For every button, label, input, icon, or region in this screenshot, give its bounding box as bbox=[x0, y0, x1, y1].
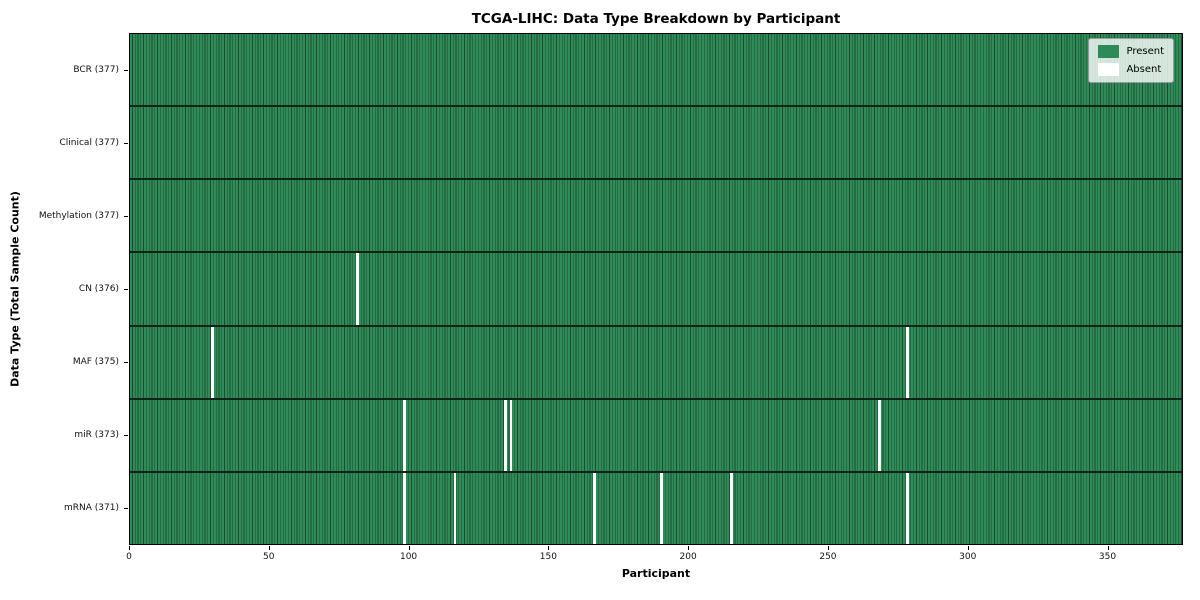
y-tick-label-MAF: MAF (375) bbox=[72, 357, 119, 368]
y-tick-label-Clinical: Clinical (377) bbox=[59, 137, 119, 148]
x-tick-mark bbox=[129, 546, 130, 550]
absent-gap bbox=[403, 472, 407, 544]
heatmap-row-BCR bbox=[130, 34, 1182, 106]
heatmap-row-miR bbox=[130, 397, 1182, 471]
absent-gap bbox=[905, 472, 909, 544]
absent-gap bbox=[660, 472, 663, 544]
absent-gap bbox=[729, 472, 733, 544]
x-tick-mark bbox=[688, 546, 690, 550]
absent-swatch bbox=[1098, 63, 1120, 76]
absent-gap bbox=[509, 399, 513, 471]
absent-gap bbox=[356, 253, 359, 325]
y-tick-label-Methylation: Methylation (377) bbox=[38, 210, 119, 221]
legend-entry-absent: Absent bbox=[1098, 63, 1164, 76]
x-tick-mark bbox=[548, 546, 550, 550]
heatmap-row-Methylation bbox=[130, 178, 1182, 252]
absent-gap bbox=[503, 399, 507, 471]
y-tick-mark bbox=[124, 289, 128, 290]
y-tick-mark bbox=[124, 215, 128, 217]
legend-label-absent: Absent bbox=[1126, 64, 1162, 75]
y-tick-label-CN: CN (376) bbox=[78, 284, 119, 294]
y-tick-mark bbox=[124, 69, 128, 71]
heatmap-row-mRNA bbox=[130, 470, 1182, 544]
x-tick-label: 300 bbox=[959, 552, 977, 562]
x-tick-label: 350 bbox=[1098, 552, 1117, 562]
x-tick-label: 0 bbox=[126, 552, 132, 562]
absent-gap bbox=[453, 472, 457, 544]
absent-gap bbox=[403, 399, 407, 471]
legend: Present Absent bbox=[1088, 38, 1174, 83]
y-tick-mark bbox=[124, 508, 128, 510]
absent-gap bbox=[905, 326, 909, 398]
x-tick-label: 150 bbox=[539, 552, 557, 562]
absent-gap bbox=[877, 399, 881, 471]
y-tick-mark bbox=[124, 142, 128, 144]
y-tick-label-miR: miR (373) bbox=[74, 430, 119, 441]
x-axis: 0 50 100 150 200 250 300 350 bbox=[126, 545, 1183, 567]
heatmap-row-CN bbox=[130, 251, 1182, 325]
present-swatch bbox=[1098, 45, 1120, 58]
x-tick-mark bbox=[1107, 546, 1109, 550]
chart-title: TCGA-LIHC: Data Type Breakdown by Partic… bbox=[471, 11, 841, 27]
y-axis: BCR (377) Clinical (377) Methylation (377)… bbox=[0, 33, 129, 545]
x-tick-mark bbox=[408, 546, 410, 550]
x-tick-mark bbox=[827, 546, 829, 550]
absent-gap bbox=[210, 326, 214, 398]
x-tick-label: 50 bbox=[263, 552, 275, 562]
y-tick-mark bbox=[124, 435, 128, 437]
heatmap-row-Clinical bbox=[130, 105, 1182, 179]
heatmap-row-MAF bbox=[130, 324, 1182, 398]
x-tick-mark bbox=[967, 546, 969, 550]
x-tick-label: 100 bbox=[399, 552, 418, 562]
plot-area: Present Absent bbox=[129, 33, 1183, 545]
absent-gap bbox=[593, 472, 596, 544]
y-tick-label-mRNA: mRNA (371) bbox=[64, 503, 119, 514]
x-tick-label: 200 bbox=[679, 552, 697, 562]
legend-label-present: Present bbox=[1126, 46, 1164, 57]
x-axis-label: Participant bbox=[621, 567, 691, 580]
legend-entry-present: Present bbox=[1098, 45, 1164, 58]
x-tick-mark bbox=[268, 546, 270, 550]
y-tick-label-BCR: BCR (377) bbox=[73, 64, 119, 75]
x-tick-label: 250 bbox=[819, 552, 837, 562]
y-tick-mark bbox=[124, 362, 128, 364]
